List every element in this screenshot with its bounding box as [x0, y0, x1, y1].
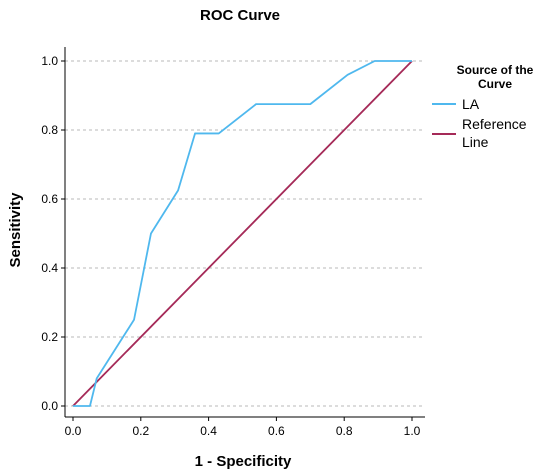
x-tick-label: 0.8 — [336, 424, 353, 438]
series-lines — [72, 60, 413, 407]
x-ticks: 0.0 0.2 0.4 0.6 0.8 1.0 — [65, 417, 421, 438]
y-tick-label: 0.2 — [41, 330, 58, 344]
series-line-la — [73, 60, 412, 407]
legend-label-la: LA — [462, 96, 480, 112]
axes — [64, 47, 425, 418]
y-tick-label: 1.0 — [41, 54, 58, 68]
legend-label-reference: Reference — [462, 116, 527, 132]
legend-title-line-1: Source of the — [457, 63, 534, 77]
x-tick-label: 0.2 — [132, 424, 149, 438]
x-tick-label: 1.0 — [404, 424, 421, 438]
y-axis-title: Sensitivity — [7, 192, 24, 268]
x-tick-label: 0.6 — [268, 424, 285, 438]
y-tick-label: 0.8 — [41, 123, 58, 137]
legend: Source of the Curve LA Reference Line — [432, 63, 534, 150]
chart-title: ROC Curve — [200, 7, 280, 24]
y-tick-label: 0.0 — [41, 399, 58, 413]
y-tick-label: 0.6 — [41, 192, 58, 206]
series-line-reference-line — [72, 60, 413, 407]
legend-title-line-2: Curve — [478, 77, 512, 91]
x-tick-label: 0.0 — [65, 424, 82, 438]
x-tick-label: 0.4 — [200, 424, 217, 438]
legend-label-reference-line2: Line — [462, 134, 489, 150]
x-axis-title: 1 - Specificity — [195, 453, 292, 470]
y-tick-label: 0.4 — [41, 261, 58, 275]
y-ticks: 0.0 0.2 0.4 0.6 0.8 1.0 — [41, 54, 65, 413]
grid-lines — [65, 60, 425, 407]
